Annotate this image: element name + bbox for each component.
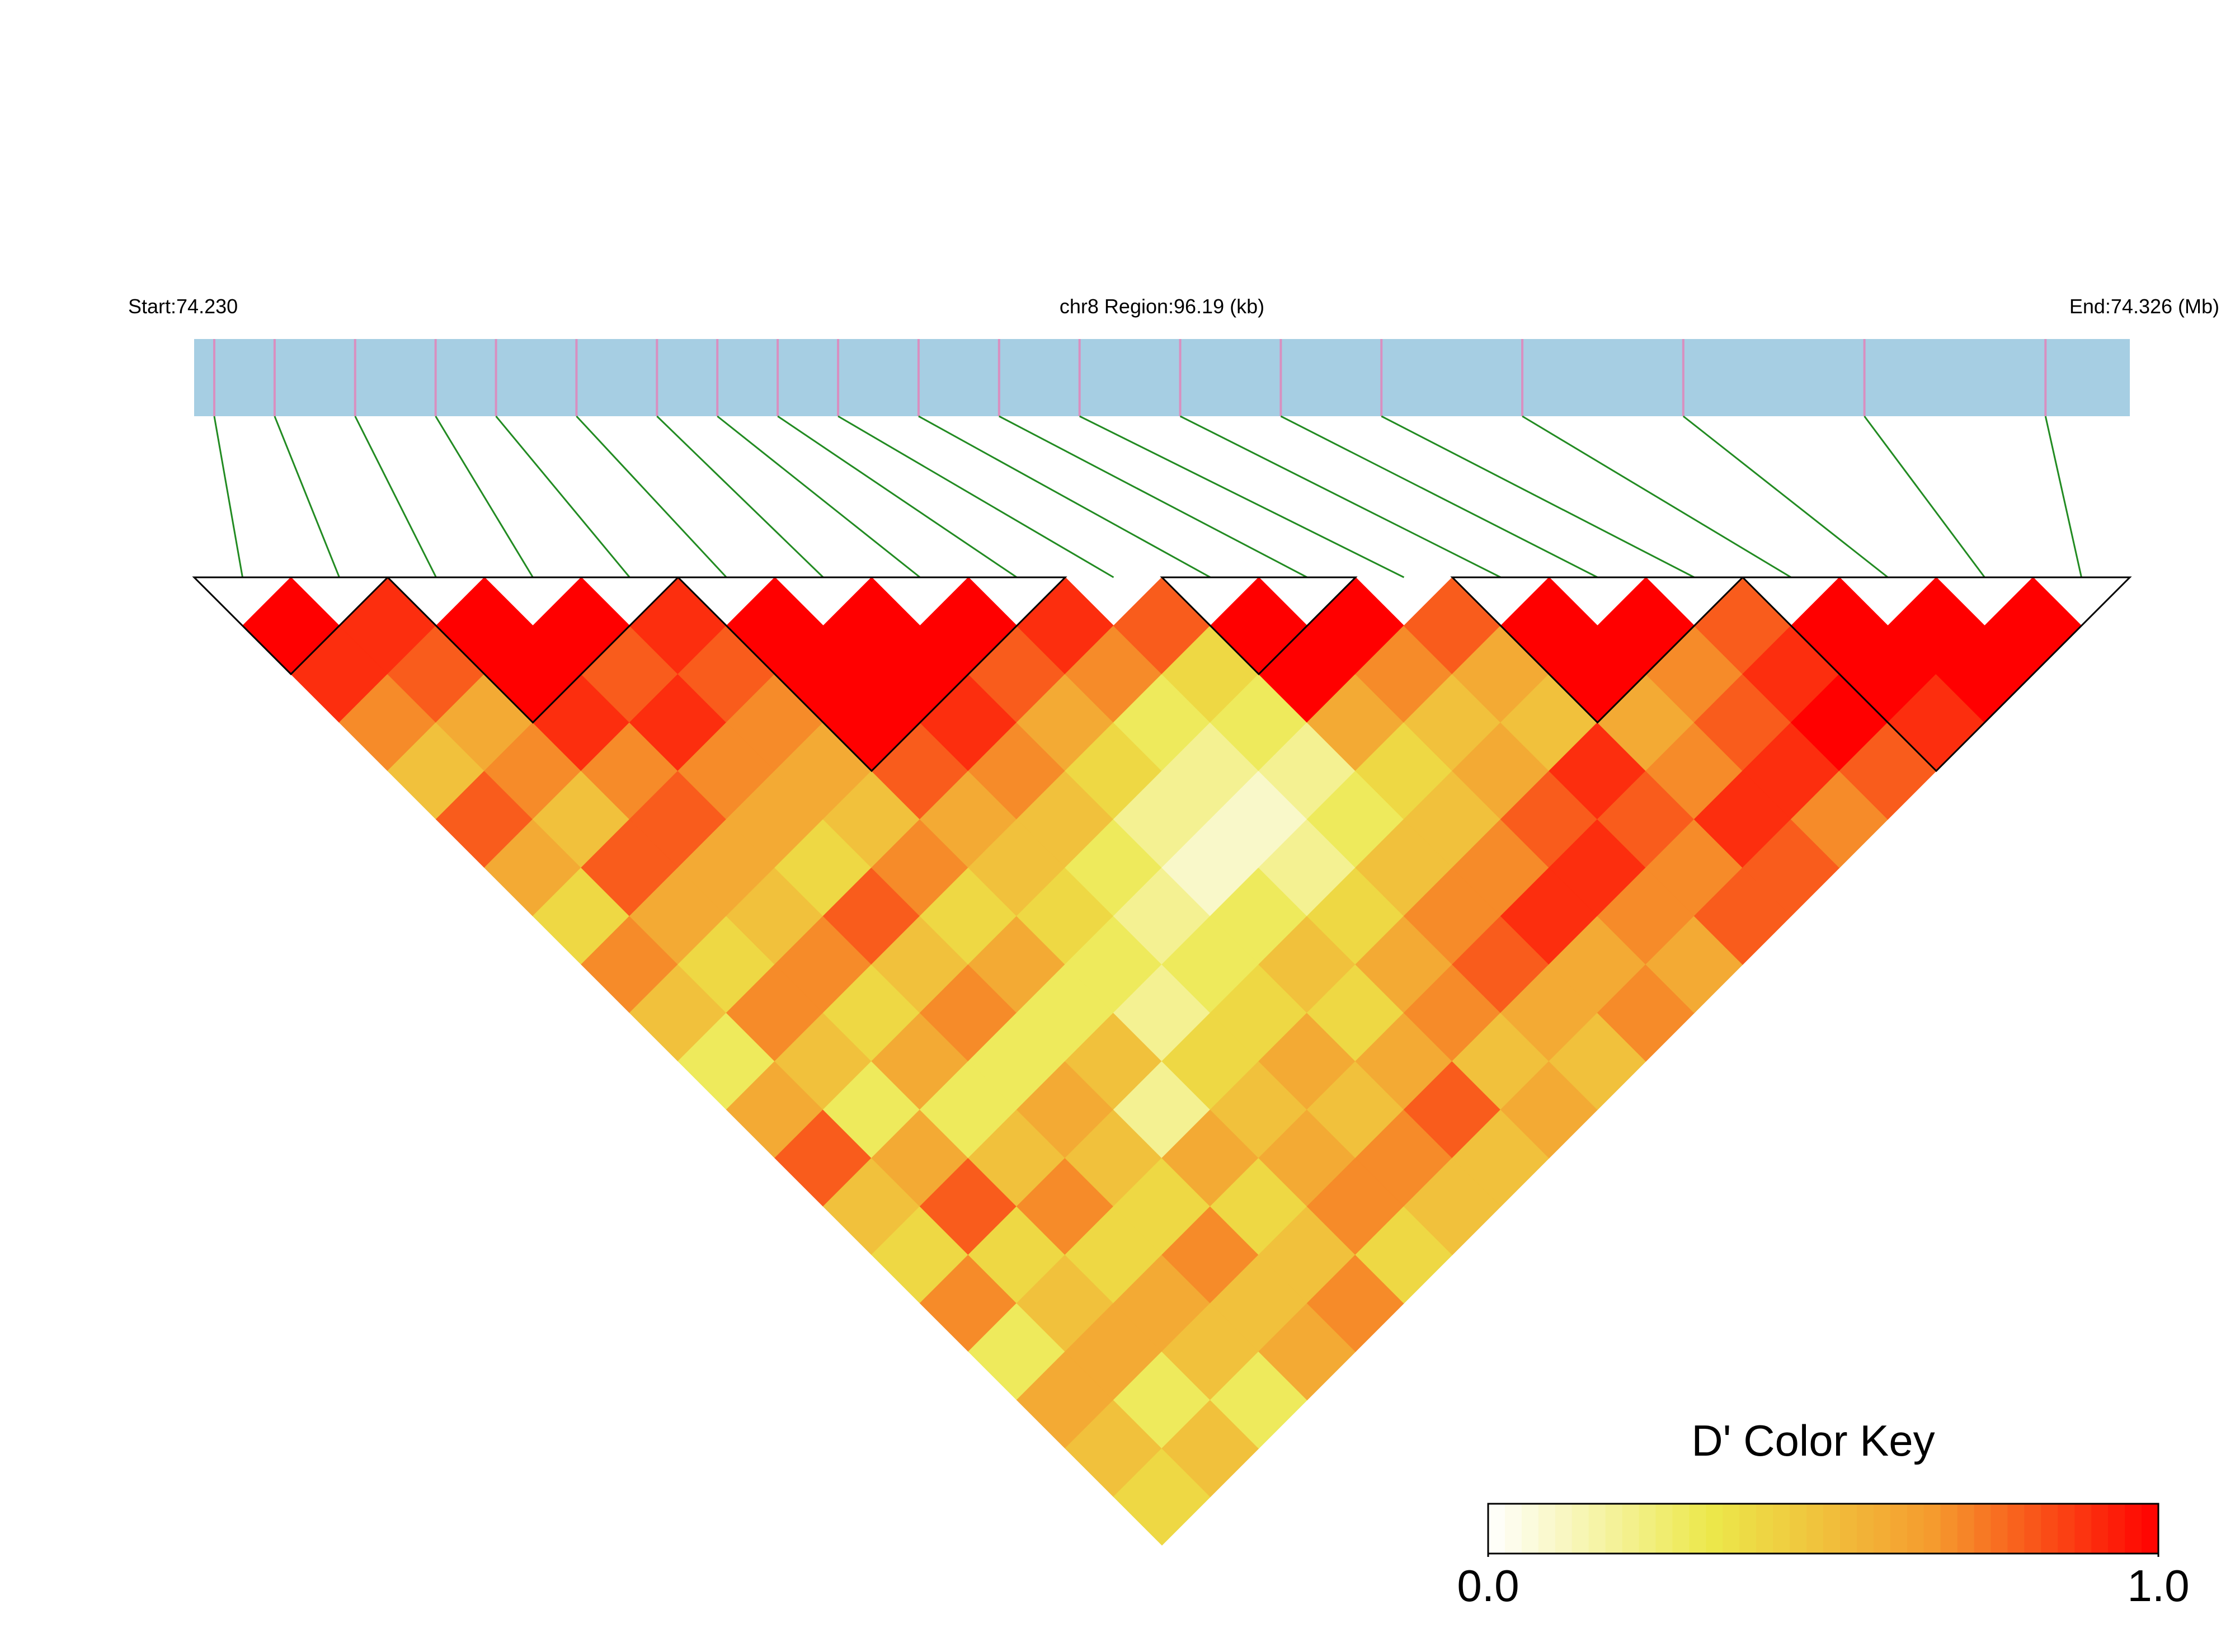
color-key-step xyxy=(1923,1504,1941,1554)
color-key-step xyxy=(1605,1504,1623,1554)
start-label: Start:74.230 xyxy=(128,295,238,318)
color-key-step xyxy=(2007,1504,2025,1554)
snp-connector xyxy=(435,416,534,578)
end-label: End:74.326 (Mb) xyxy=(2069,295,2219,318)
color-key-step xyxy=(1588,1504,1606,1554)
snp-bar xyxy=(194,339,2130,416)
snp-connector xyxy=(918,415,1211,578)
color-key-step xyxy=(2125,1504,2143,1554)
color-key-step xyxy=(1991,1504,2008,1554)
color-key-step xyxy=(1723,1504,1740,1554)
color-key-step xyxy=(1974,1504,1992,1554)
color-key-step xyxy=(2108,1504,2126,1554)
color-key-step xyxy=(1538,1504,1556,1554)
color-key-step xyxy=(1622,1504,1640,1554)
ld-block-outline xyxy=(676,576,1067,773)
snp-connector xyxy=(576,415,727,578)
ld-block-outline xyxy=(1450,576,1745,724)
color-key-step xyxy=(2142,1504,2159,1554)
color-key-step xyxy=(1555,1504,1573,1554)
snp-connector xyxy=(213,416,243,578)
color-key-step xyxy=(1655,1504,1673,1554)
color-key-step xyxy=(1839,1504,1857,1554)
snp-connector xyxy=(1179,415,1502,578)
color-key-tick-label: 0.0 xyxy=(1457,1561,1519,1611)
snp-connector xyxy=(1381,415,1695,578)
color-key-step xyxy=(1488,1504,1505,1554)
color-key-step xyxy=(2091,1504,2109,1554)
color-key-step xyxy=(1890,1504,1908,1554)
ld-block-outline xyxy=(1740,576,2132,773)
snp-connector xyxy=(656,415,824,578)
color-key-step xyxy=(1689,1504,1707,1554)
color-key-step xyxy=(2041,1504,2059,1554)
color-key-step xyxy=(1957,1504,1975,1554)
snp-connector xyxy=(837,415,1114,578)
color-key-step xyxy=(1672,1504,1690,1554)
color-key-tick-label: 1.0 xyxy=(2127,1561,2189,1611)
color-key-step xyxy=(1571,1504,1589,1554)
snp-connector xyxy=(1864,416,1985,578)
key-title: D' Color Key xyxy=(1691,1416,1935,1465)
color-key-step xyxy=(1504,1504,1522,1554)
color-key-step xyxy=(1873,1504,1891,1554)
snp-connector xyxy=(777,415,1018,578)
snp-connector xyxy=(1280,415,1598,578)
snp-connector xyxy=(717,415,921,578)
snp-connector xyxy=(999,415,1308,578)
color-key-step xyxy=(1773,1504,1791,1554)
snp-connector xyxy=(1682,415,1889,578)
snp-connector xyxy=(354,416,437,578)
color-key-step xyxy=(1706,1504,1724,1554)
snp-connector xyxy=(2044,416,2082,578)
color-key-step xyxy=(1521,1504,1539,1554)
color-key-step xyxy=(1806,1504,1824,1554)
color-key-step xyxy=(1790,1504,1808,1554)
color-key-step xyxy=(2074,1504,2092,1554)
color-key-step xyxy=(2058,1504,2076,1554)
snp-connector xyxy=(495,416,630,578)
color-key-frame xyxy=(1487,1503,2159,1555)
color-key-step xyxy=(1940,1504,1958,1554)
color-key-step xyxy=(1639,1504,1657,1554)
snp-connector xyxy=(1522,415,1792,578)
color-key-step xyxy=(1823,1504,1841,1554)
snp-connector xyxy=(274,416,340,578)
snp-connector xyxy=(1079,415,1405,578)
region-label: chr8 Region:96.19 (kb) xyxy=(1060,295,1264,318)
color-key-step xyxy=(1756,1504,1774,1554)
ld-block-outline xyxy=(385,576,680,724)
color-key-step xyxy=(1739,1504,1757,1554)
color-key-step xyxy=(1907,1504,1925,1554)
ld-block-outline xyxy=(1160,576,1358,676)
color-key-step xyxy=(1856,1504,1874,1554)
color-key-step xyxy=(2024,1504,2042,1554)
ld-block-outline xyxy=(192,576,390,676)
